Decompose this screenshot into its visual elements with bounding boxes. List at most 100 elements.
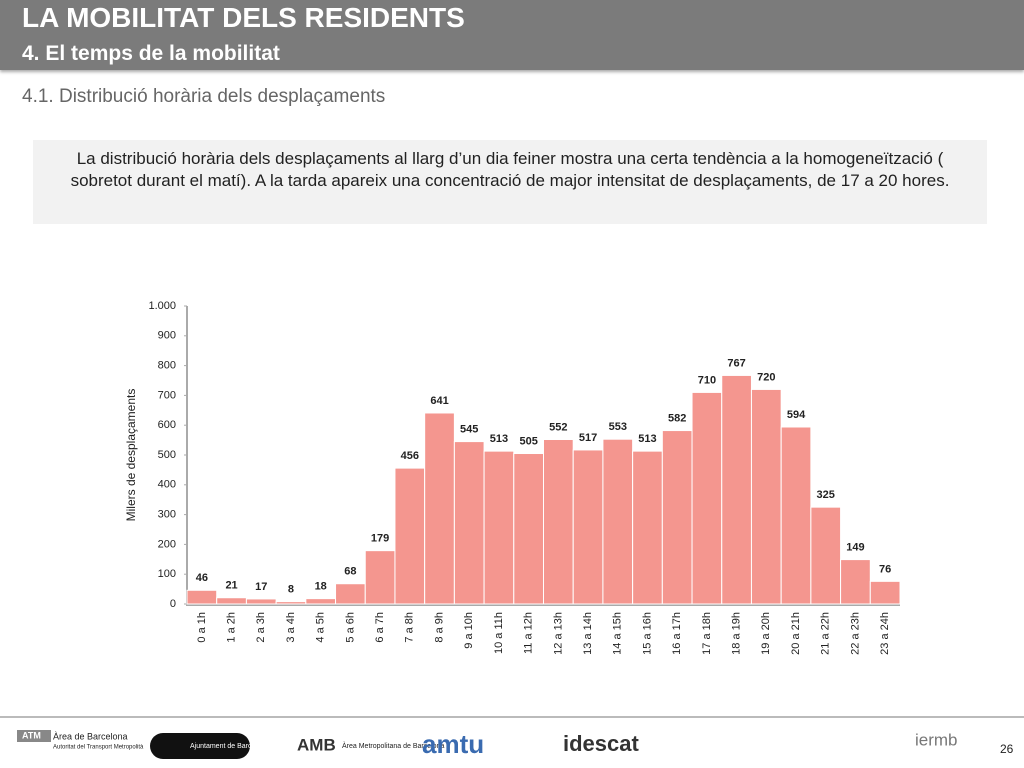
x-tick-label: 5 a 6h [344,612,356,643]
data-label: 710 [698,374,716,386]
logo-box [17,730,51,742]
data-label: 513 [638,433,656,445]
data-label: 767 [727,357,745,369]
x-tick-label: 7 a 8h [404,612,416,643]
x-tick-label: 20 a 21h [790,612,802,655]
logo-text: Ajuntament de Barcelona [190,743,269,750]
data-label: 8 [288,584,294,596]
bar [394,467,426,605]
x-tick-label: 1 a 2h [225,612,237,643]
x-tick-label: 2 a 3h [255,612,267,643]
y-tick-label: 900 [158,330,176,342]
x-tick-label: 8 a 9h [433,612,445,643]
x-tick-label: 22 a 23h [849,612,861,655]
y-axis-label: Milers de desplaçaments [124,389,138,522]
bar [602,438,634,605]
data-label: 720 [757,371,775,383]
logo-text: Autoritat del Transport Metropolità [53,745,144,751]
bar [513,453,545,605]
data-label: 553 [609,421,627,433]
bar [364,550,396,605]
bar [632,450,663,605]
x-tick-label: 19 a 20h [760,612,772,655]
bar [780,426,812,605]
logo-text: amtu [422,729,484,759]
bar [691,391,723,605]
header-band [0,0,1024,70]
y-tick-label: 500 [158,449,176,461]
bar [186,589,218,605]
data-label: 46 [196,572,208,584]
logo-text: idescat [563,731,639,756]
subtitle: 4. El temps de la mobilitat [22,42,280,65]
x-tick-label: 21 a 22h [820,612,832,655]
y-tick-label: 300 [158,509,176,521]
title: LA MOBILITAT DELS RESIDENTS [22,2,465,33]
x-tick-label: 15 a 16h [641,612,653,655]
logo-text: ATM [22,730,41,740]
bar [483,450,515,605]
data-label: 18 [315,581,327,593]
data-label: 456 [401,450,419,462]
bar [810,506,842,605]
y-tick-label: 400 [158,479,176,491]
logo-text: Àrea Metropolitana de Barcelona [342,741,444,750]
data-label: 76 [879,563,891,575]
y-tick-label: 800 [158,360,176,372]
x-tick-label: 12 a 13h [552,612,564,655]
bar [721,374,752,605]
x-tick-label: 18 a 19h [731,612,743,655]
data-label: 325 [817,489,835,501]
x-tick-label: 9 a 10h [463,612,475,649]
bar [572,449,604,605]
data-label: 21 [225,580,237,592]
data-label: 505 [519,435,537,447]
x-tick-label: 4 a 5h [315,612,327,643]
page-number: 26 [1000,742,1014,756]
data-label: 17 [255,581,267,593]
x-tick-label: 23 a 24h [879,612,891,655]
y-tick-label: 0 [170,598,176,610]
data-label: 517 [579,432,597,444]
data-label: 513 [490,433,508,445]
data-label: 68 [344,566,356,578]
x-tick-label: 11 a 12h [523,612,535,654]
logo-text: iermb [915,730,958,749]
x-tick-label: 10 a 11h [493,612,505,654]
x-tick-label: 17 a 18h [701,612,713,655]
x-tick-label: 16 a 17h [671,612,683,655]
data-label: 594 [787,409,806,421]
x-tick-label: 14 a 15h [612,612,624,655]
logo-text: Àrea de Barcelona [53,731,128,741]
y-tick-label: 100 [158,568,176,580]
bar [305,598,337,605]
y-tick-label: 200 [158,538,176,550]
data-label: 149 [846,542,864,554]
logo-box [150,733,250,759]
bar [840,559,871,605]
y-tick-label: 700 [158,389,176,401]
bar [335,583,366,605]
data-label: 552 [549,421,567,433]
x-tick-label: 13 a 14h [582,612,594,655]
y-tick-label: 600 [158,419,176,431]
summary: La distribució horària dels desplaçament… [33,140,987,224]
data-label: 582 [668,412,686,424]
data-label: 545 [460,423,478,435]
section-heading: 4.1. Distribució horària dels desplaçame… [22,86,386,107]
footer: ATM Àrea de Barcelona Autoritat del Tran… [17,729,1014,759]
data-label: 641 [430,395,448,407]
y-tick-label: 1.000 [148,300,176,312]
x-tick-label: 6 a 7h [374,612,386,643]
bar [543,439,574,605]
x-tick-label: 3 a 4h [285,612,297,643]
bar [869,580,901,605]
bar [424,412,455,605]
x-tick-label: 0 a 1h [196,612,208,643]
bar [750,388,782,605]
bar [245,598,277,605]
bar [453,441,485,605]
data-label: 179 [371,533,389,545]
